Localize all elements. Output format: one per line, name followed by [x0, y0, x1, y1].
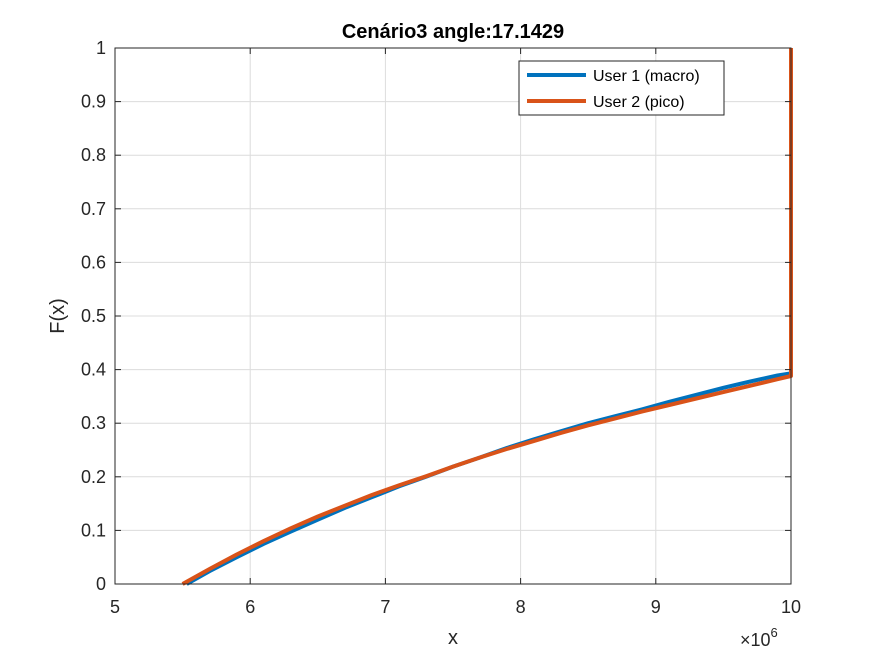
legend: User 1 (macro) User 2 (pico)	[518, 60, 725, 116]
y-tick-label: 0.6	[81, 252, 106, 272]
y-tick-label: 0.3	[81, 413, 106, 433]
y-tick-label: 0.8	[81, 145, 106, 165]
y-tick-label: 0.1	[81, 520, 106, 540]
ticks	[114, 47, 792, 585]
x-tick-label: 8	[516, 597, 526, 617]
x-tick-label: 10	[781, 597, 801, 617]
y-tick-label: 1	[96, 38, 106, 58]
y-tick-label: 0.5	[81, 306, 106, 326]
legend-box	[518, 60, 725, 116]
y-tick-label: 0.9	[81, 92, 106, 112]
y-tick-label: 0.2	[81, 467, 106, 487]
y-tick-label: 0.4	[81, 360, 106, 380]
x-tick-label: 5	[110, 597, 120, 617]
series-line-2	[181, 48, 793, 586]
y-axis-label: F(x)	[47, 298, 69, 334]
x-tick-label: 6	[245, 597, 255, 617]
legend-label-user2: User 2 (pico)	[593, 94, 685, 111]
legend-label-user1: User 1 (macro)	[593, 68, 700, 85]
tick-labels: 5 6 7 8 9 10 0 0.1 0.2 0.3 0.4 0.5 0.6 0.7 0.8 0.9 1	[81, 38, 801, 617]
series-group	[181, 48, 793, 586]
x-axis-label: x	[448, 627, 458, 649]
x-exponent-power: 6	[771, 625, 778, 640]
x-exponent-base: ×10	[740, 630, 771, 650]
grid	[115, 48, 791, 584]
x-tick-label: 9	[651, 597, 661, 617]
y-tick-label: 0.7	[81, 199, 106, 219]
x-exponent: ×106	[740, 625, 778, 650]
chart-title: Cenário3 angle:17.1429	[342, 21, 564, 43]
x-tick-label: 7	[380, 597, 390, 617]
y-tick-label: 0	[96, 574, 106, 594]
